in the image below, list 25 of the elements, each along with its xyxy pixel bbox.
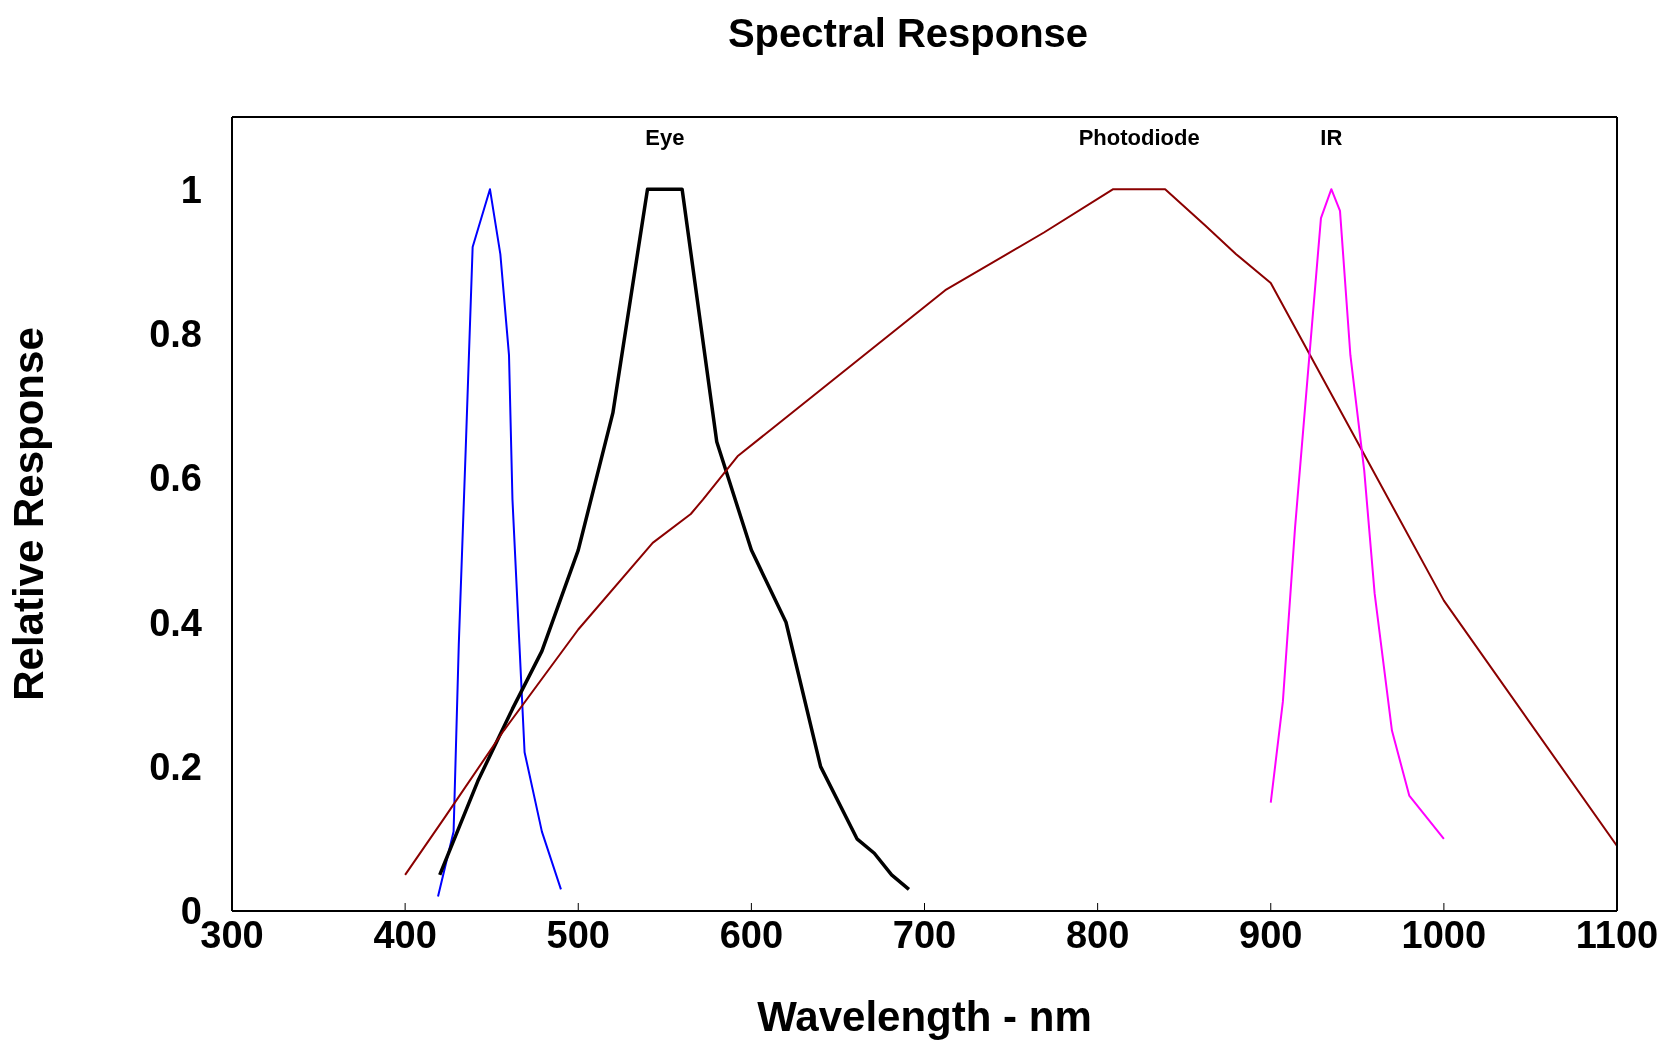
x-axis-title: Wavelength - nm [757, 993, 1092, 1040]
x-tick-label: 800 [1065, 913, 1130, 956]
chart-title: Spectral Response [726, 10, 1090, 57]
line-series [438, 187, 911, 892]
x-tick-label: 1000 [1401, 913, 1487, 956]
line-series [437, 188, 562, 898]
line-series [404, 188, 1617, 876]
x-tick-label: 700 [892, 913, 957, 956]
series-label: Eye [645, 124, 685, 150]
x-tick-label: 600 [719, 913, 784, 956]
line-series [1269, 188, 1445, 840]
y-tick-label: 0.2 [149, 746, 202, 789]
series-label: IR [1320, 124, 1343, 150]
y-tick-label: 0.6 [149, 457, 202, 500]
y-tick-label: 0 [180, 890, 202, 933]
x-tick-label: 900 [1239, 913, 1303, 956]
text: Photodiode [1078, 124, 1200, 150]
x-tick-label: 300 [200, 913, 264, 956]
y-tick-label: 0.4 [149, 601, 202, 644]
x-tick-label: 500 [546, 913, 610, 956]
y-tick-label: 1 [180, 168, 202, 211]
y-tick-label: 0.8 [149, 313, 202, 356]
y-axis-title: Relative Response [4, 327, 52, 701]
x-tick-label: 400 [373, 913, 437, 956]
x-tick-label: 1100 [1575, 913, 1659, 956]
